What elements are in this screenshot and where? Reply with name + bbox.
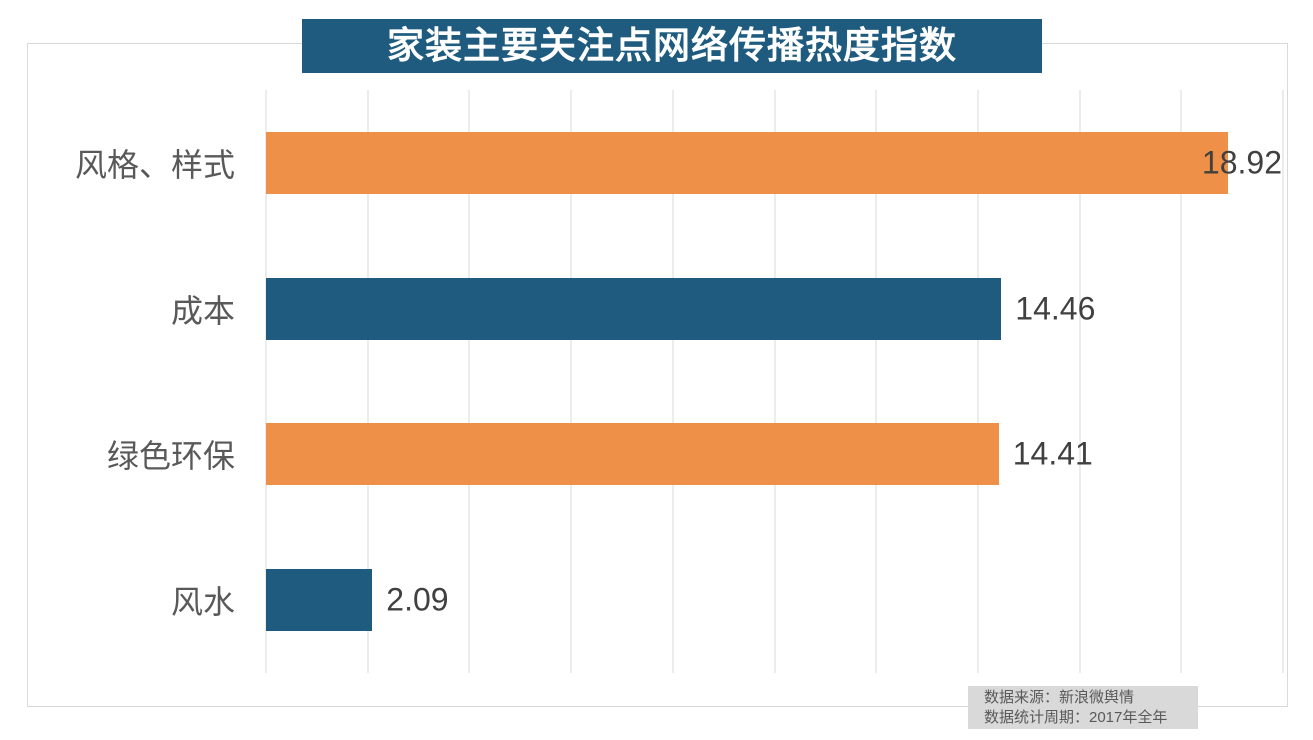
bar-row: 成本 14.46 xyxy=(171,236,1283,382)
gridline xyxy=(570,90,572,673)
category-label: 成本 xyxy=(170,292,235,329)
source-line-2: 数据统计周期：2017年全年 xyxy=(984,709,1168,726)
gridline xyxy=(1282,90,1284,673)
category-label: 风水 xyxy=(170,584,235,621)
gridline xyxy=(672,90,674,673)
value-label: 14.41 xyxy=(1012,435,1093,472)
bar xyxy=(266,569,373,632)
source-line-1: 数据来源：新浪微舆情 xyxy=(984,689,1135,706)
bar xyxy=(266,277,1002,340)
value-label: 18.92 xyxy=(1201,144,1282,181)
gridline xyxy=(774,90,775,673)
bar xyxy=(266,131,1229,194)
gridline xyxy=(1079,90,1081,673)
category-label: 风格、样式 xyxy=(74,146,235,183)
chart-title: 家装主要关注点网络传播热度指数 xyxy=(302,19,1042,73)
source-note: 数据来源：新浪微舆情 数据统计周期：2017年全年 xyxy=(968,686,1198,729)
gridline xyxy=(367,90,369,673)
gridline xyxy=(1180,90,1182,673)
value-label: 14.46 xyxy=(1015,290,1096,327)
bar-row: 风水 2.09 xyxy=(171,527,1283,673)
gridline xyxy=(468,90,470,673)
gridline xyxy=(875,90,877,673)
gridline xyxy=(977,90,979,673)
category-label: 绿色环保 xyxy=(106,438,235,475)
gridline xyxy=(265,90,267,673)
bar-row: 风格、样式 18.92 xyxy=(75,90,1283,236)
plot-area: 风格、样式 18.92 成本 14.46 绿色环保 14.41 风水 2.09 xyxy=(75,90,1284,673)
bar-row: 绿色环保 14.41 xyxy=(107,382,1283,528)
bar xyxy=(266,423,999,486)
value-label: 2.09 xyxy=(386,581,449,618)
